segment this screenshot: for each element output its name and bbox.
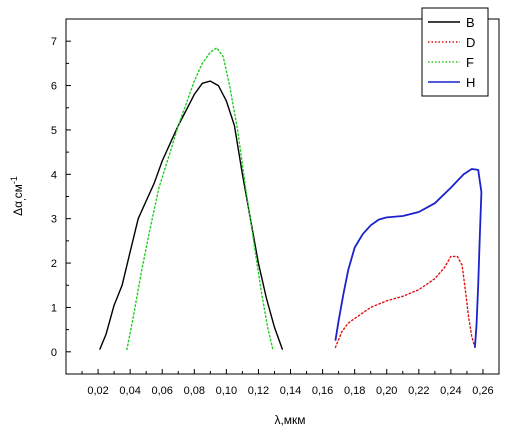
x-tick-label: 0,08 xyxy=(184,385,205,397)
y-tick-label: 0 xyxy=(51,347,57,359)
x-tick-label: 0,04 xyxy=(119,385,140,397)
y-axis-ticks: 0 1 2 3 4 5 6 7 xyxy=(51,18,71,375)
series-line-D xyxy=(334,255,476,349)
x-tick-label: 0,14 xyxy=(280,385,301,397)
series-line-F xyxy=(126,47,274,351)
x-tick-label: 0,10 xyxy=(216,385,237,397)
y-tick-label: 6 xyxy=(51,81,57,93)
x-tick-label: 0,22 xyxy=(408,385,429,397)
y-tick-label: 5 xyxy=(51,125,57,137)
legend-box xyxy=(421,7,489,97)
x-axis-title: λ,мкм xyxy=(274,413,305,427)
x-axis-ticks: 0,02 0,04 0,06 0,08 0,10 0,12 0,14 0,16 0,18 0,20… xyxy=(81,369,494,397)
y-tick-label: 1 xyxy=(51,302,57,314)
legend-label-H: H xyxy=(466,75,475,90)
y-tick-label: 2 xyxy=(51,258,57,270)
x-tick-label: 0,06 xyxy=(152,385,173,397)
y-axis-title-main: Δα xyxy=(11,201,25,216)
x-tick-label: 0,20 xyxy=(376,385,397,397)
series-layer xyxy=(99,47,483,351)
y-axis-title-sub: , xyxy=(17,198,27,201)
x-tick-label: 0,16 xyxy=(312,385,333,397)
y-tick-label: 4 xyxy=(51,169,57,181)
x-tick-label: 0,26 xyxy=(472,385,493,397)
legend-label-B: B xyxy=(466,15,475,30)
legend-label-F: F xyxy=(466,55,474,70)
y-tick-label: 7 xyxy=(51,36,57,48)
y-axis-title-unit: см xyxy=(11,184,25,198)
y-tick-label: 3 xyxy=(51,214,57,226)
x-tick-label: 0,12 xyxy=(248,385,269,397)
series-line-H xyxy=(334,168,483,348)
y-axis-title-sup: -1 xyxy=(9,176,19,184)
x-tick-label: 0,18 xyxy=(344,385,365,397)
x-tick-label: 0,24 xyxy=(440,385,461,397)
legend-label-D: D xyxy=(466,35,475,50)
svg-text:Δα,см-1: Δα,см-1 xyxy=(9,176,27,216)
series-line-B xyxy=(99,80,284,350)
y-axis-title: Δα,см-1 xyxy=(9,176,27,216)
x-tick-label: 0,02 xyxy=(87,385,108,397)
